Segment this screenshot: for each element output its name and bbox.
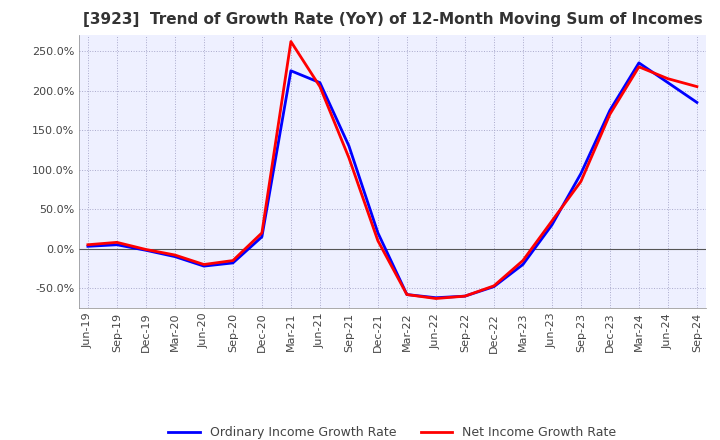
Ordinary Income Growth Rate bbox=[548, 222, 557, 227]
Ordinary Income Growth Rate bbox=[490, 284, 498, 289]
Net Income Growth Rate bbox=[402, 292, 411, 297]
Ordinary Income Growth Rate bbox=[402, 292, 411, 297]
Ordinary Income Growth Rate bbox=[112, 242, 121, 247]
Ordinary Income Growth Rate bbox=[228, 260, 237, 266]
Ordinary Income Growth Rate bbox=[518, 262, 527, 267]
Ordinary Income Growth Rate bbox=[171, 254, 179, 259]
Ordinary Income Growth Rate bbox=[634, 60, 643, 66]
Net Income Growth Rate bbox=[693, 84, 701, 89]
Ordinary Income Growth Rate bbox=[461, 293, 469, 299]
Ordinary Income Growth Rate bbox=[577, 171, 585, 176]
Ordinary Income Growth Rate bbox=[287, 68, 295, 73]
Net Income Growth Rate bbox=[518, 258, 527, 263]
Title: [3923]  Trend of Growth Rate (YoY) of 12-Month Moving Sum of Incomes: [3923] Trend of Growth Rate (YoY) of 12-… bbox=[83, 12, 702, 27]
Net Income Growth Rate bbox=[287, 39, 295, 44]
Net Income Growth Rate bbox=[577, 179, 585, 184]
Ordinary Income Growth Rate bbox=[345, 143, 354, 149]
Ordinary Income Growth Rate bbox=[664, 80, 672, 85]
Net Income Growth Rate bbox=[374, 238, 382, 243]
Net Income Growth Rate bbox=[490, 283, 498, 289]
Ordinary Income Growth Rate bbox=[374, 230, 382, 235]
Net Income Growth Rate bbox=[345, 155, 354, 161]
Ordinary Income Growth Rate bbox=[84, 244, 92, 249]
Net Income Growth Rate bbox=[142, 247, 150, 252]
Net Income Growth Rate bbox=[606, 112, 614, 117]
Net Income Growth Rate bbox=[199, 262, 208, 267]
Net Income Growth Rate bbox=[171, 253, 179, 258]
Ordinary Income Growth Rate bbox=[258, 234, 266, 239]
Ordinary Income Growth Rate bbox=[606, 108, 614, 113]
Line: Net Income Growth Rate: Net Income Growth Rate bbox=[88, 41, 697, 298]
Line: Ordinary Income Growth Rate: Ordinary Income Growth Rate bbox=[88, 63, 697, 298]
Net Income Growth Rate bbox=[431, 296, 440, 301]
Ordinary Income Growth Rate bbox=[693, 100, 701, 105]
Net Income Growth Rate bbox=[315, 84, 324, 89]
Net Income Growth Rate bbox=[634, 64, 643, 70]
Net Income Growth Rate bbox=[548, 218, 557, 224]
Ordinary Income Growth Rate bbox=[431, 295, 440, 301]
Net Income Growth Rate bbox=[228, 258, 237, 263]
Net Income Growth Rate bbox=[84, 242, 92, 247]
Net Income Growth Rate bbox=[258, 230, 266, 235]
Ordinary Income Growth Rate bbox=[315, 80, 324, 85]
Net Income Growth Rate bbox=[461, 293, 469, 299]
Legend: Ordinary Income Growth Rate, Net Income Growth Rate: Ordinary Income Growth Rate, Net Income … bbox=[163, 421, 621, 440]
Ordinary Income Growth Rate bbox=[142, 248, 150, 253]
Net Income Growth Rate bbox=[112, 240, 121, 245]
Ordinary Income Growth Rate bbox=[199, 264, 208, 269]
Net Income Growth Rate bbox=[664, 76, 672, 81]
